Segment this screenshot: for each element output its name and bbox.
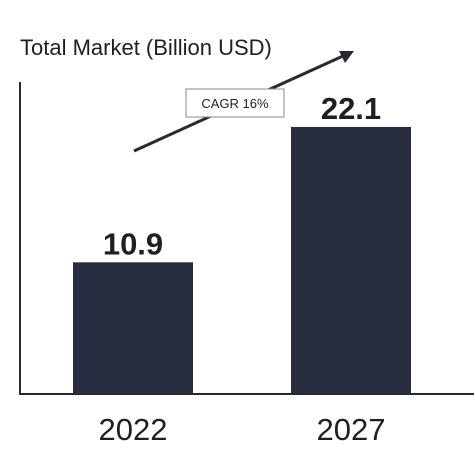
chart-title: Total Market (Billion USD) bbox=[20, 35, 272, 60]
value-label-2027: 22.1 bbox=[321, 91, 381, 126]
bar-2027 bbox=[291, 126, 411, 394]
cagr-box bbox=[185, 88, 285, 118]
cagr-label: CAGR 16% bbox=[201, 96, 269, 111]
bars-layer: 10.9 2022 22.1 2027 bbox=[73, 91, 411, 447]
trend-arrow-head-icon bbox=[339, 51, 354, 63]
x-tick-label-2027: 2027 bbox=[317, 412, 386, 447]
value-label-2022: 10.9 bbox=[103, 226, 163, 261]
x-tick-label-2022: 2022 bbox=[99, 412, 168, 447]
bar-2022 bbox=[73, 262, 193, 394]
